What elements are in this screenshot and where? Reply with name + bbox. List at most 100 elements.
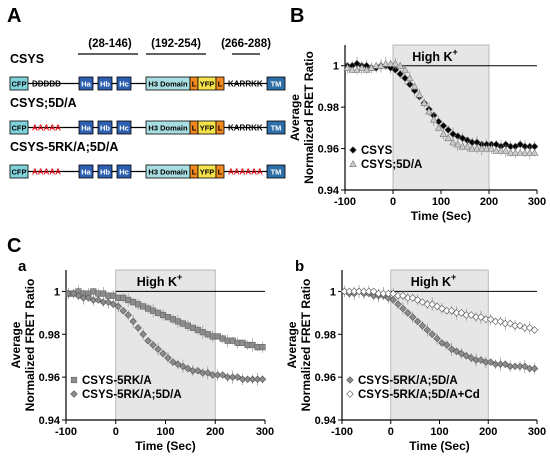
domain-box-hb [97,120,113,135]
data-point [394,291,402,300]
data-point [349,146,357,154]
high-k-region [392,44,490,191]
data-point [391,66,400,74]
series-1 [340,284,539,335]
data-point [179,362,187,371]
data-point [420,99,429,106]
data-point [530,326,539,334]
data-point [506,148,515,156]
data-point [350,287,358,296]
data-point [486,358,495,366]
data-point [418,298,427,306]
data-point [349,160,357,167]
data-point [346,390,354,398]
data-point [223,373,232,381]
data-point [360,287,368,296]
data-point [369,287,378,296]
data-point [209,371,217,379]
domain-label-l: L [218,123,223,132]
domain-label-hb: Hb [100,167,110,176]
sequence-motif-1: AAAAA [32,124,61,133]
domain-label-l: L [192,79,197,88]
x-tick-label: 300 [528,426,546,438]
superscript-plus: + [453,47,458,57]
legend-entry: CSYS;5D/A [361,159,422,171]
data-point [404,294,412,302]
sequence-motif-2: KARRKK [228,124,263,133]
construct-name: CSYS [10,52,44,66]
panel-label-b: B [290,5,304,27]
data-point [343,63,352,71]
data-point [444,126,452,134]
chart-cb: High K+ -100 0 100 200 300 0.94 0.96 0.98 1 Time (… [285,269,546,453]
data-point [410,82,419,90]
data-point [477,144,486,152]
x-tick-label: 0 [113,426,119,438]
data-point [377,61,385,69]
domain-label-ha: Ha [81,167,91,176]
data-point [525,148,534,156]
data-point [449,130,457,138]
data-point [189,366,197,375]
data-point [139,330,147,339]
construct-name: CSYS-5RK/A;5D/A [10,140,118,154]
data-point [443,341,451,349]
x-tick-label: 0 [388,426,394,438]
data-point [340,287,349,296]
data-point [501,319,510,328]
data-point [472,356,480,364]
data-point [144,336,152,345]
data-point [394,300,402,309]
series-1 [64,287,267,386]
sequence-motif-2: KARRKK [228,80,263,89]
panel-label-c: C [7,235,21,257]
data-point [89,296,98,304]
construct-name: CSYS;5D/A [10,96,77,110]
data-point [214,371,222,379]
high-k-label: High K+ [137,272,183,289]
domain-box-tm [266,76,286,91]
data-point [482,144,491,152]
high-k-label: High K+ [411,272,457,289]
data-point [511,148,520,156]
domain-label-cfp: CFP [12,167,27,176]
data-point [159,349,167,358]
data-point [84,294,93,302]
data-point [372,61,381,69]
sequence-motif-1: AAAAA [32,168,61,177]
domain-label-l: L [218,167,223,176]
data-point [228,373,237,381]
data-point [447,345,456,354]
data-point [433,334,441,343]
data-point [384,289,393,298]
data-point [428,330,436,339]
data-point [511,362,519,371]
data-point [418,321,427,330]
data-point [496,360,505,369]
x-tick-label: 100 [156,426,174,438]
data-point [149,341,157,349]
data-point [374,289,383,298]
data-point [114,302,122,311]
sequence-motif-2: AAAAAA [228,168,263,177]
subpanel-label-b: b [295,258,304,275]
y-axis-title-line: Normalized FRET Ratio [23,279,37,412]
domain-box-l [215,120,225,135]
data-point [399,304,407,313]
domain-box-cfp [9,120,29,135]
data-point [491,317,500,326]
construct-diagram: (28-146) (192-254) (266-288) CSYS CFP Ha Hb… [9,38,286,179]
data-point [124,311,132,319]
data-point [462,311,471,319]
y-tick-label: 0.94 [315,415,337,427]
y-axis-title-line: Normalized FRET Ratio [299,279,313,412]
data-point [443,306,451,315]
data-point [258,375,267,384]
data-point [408,313,417,321]
y-axis-title: AverageNormalized FRET Ratio [285,279,313,412]
y-axis-title-line: Average [288,94,302,141]
x-tick-label: 300 [528,196,546,208]
data-point [345,287,354,296]
data-point [516,321,524,330]
